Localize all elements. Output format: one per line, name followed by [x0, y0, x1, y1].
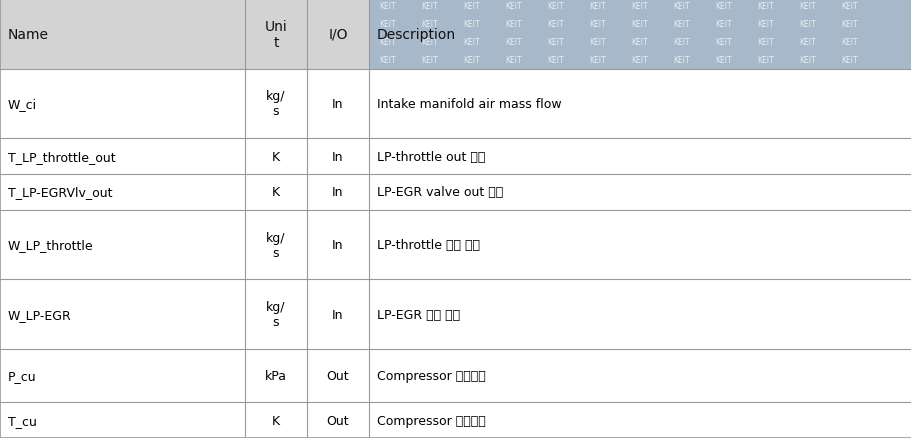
Text: W_LP-EGR: W_LP-EGR — [8, 308, 72, 321]
Text: KEIT: KEIT — [547, 56, 563, 64]
Bar — [0, 349, 911, 403]
Text: LP-throttle out 온도: LP-throttle out 온도 — [376, 150, 485, 163]
Text: KEIT: KEIT — [630, 56, 647, 64]
Text: kg/
s: kg/ s — [266, 90, 285, 118]
Text: KEIT: KEIT — [547, 2, 563, 11]
Text: Compressor 전단압력: Compressor 전단압력 — [376, 369, 486, 382]
Text: T_cu: T_cu — [8, 413, 36, 427]
Text: KEIT: KEIT — [421, 20, 437, 28]
Text: KEIT: KEIT — [463, 38, 479, 46]
Text: KEIT: KEIT — [756, 38, 773, 46]
Text: KEIT: KEIT — [798, 2, 814, 11]
Text: KEIT: KEIT — [505, 2, 521, 11]
Text: KEIT: KEIT — [379, 2, 395, 11]
Text: KEIT: KEIT — [714, 56, 731, 64]
Text: KEIT: KEIT — [505, 20, 521, 28]
Text: KEIT: KEIT — [630, 2, 647, 11]
Text: KEIT: KEIT — [714, 38, 731, 46]
Text: T_LP-EGRVlv_out: T_LP-EGRVlv_out — [8, 186, 112, 199]
Text: KEIT: KEIT — [756, 20, 773, 28]
Text: KEIT: KEIT — [672, 2, 689, 11]
Text: KEIT: KEIT — [505, 56, 521, 64]
Text: KEIT: KEIT — [463, 2, 479, 11]
Text: KEIT: KEIT — [840, 2, 856, 11]
Text: W_LP_throttle: W_LP_throttle — [8, 239, 94, 251]
Text: Out: Out — [326, 369, 349, 382]
Text: Description: Description — [376, 28, 456, 42]
Bar — [0, 210, 911, 280]
Text: In: In — [332, 186, 343, 199]
Text: KEIT: KEIT — [672, 20, 689, 28]
Bar — [0, 70, 911, 139]
Text: KEIT: KEIT — [547, 38, 563, 46]
Text: K: K — [271, 413, 280, 427]
Text: KEIT: KEIT — [756, 2, 773, 11]
Bar — [0, 280, 911, 349]
Text: T_LP_throttle_out: T_LP_throttle_out — [8, 150, 116, 163]
Text: LP-EGR valve out 온도: LP-EGR valve out 온도 — [376, 186, 503, 199]
Text: KEIT: KEIT — [589, 56, 605, 64]
Text: K: K — [271, 150, 280, 163]
Text: KEIT: KEIT — [421, 56, 437, 64]
Text: KEIT: KEIT — [672, 38, 689, 46]
Text: KEIT: KEIT — [756, 56, 773, 64]
Text: KEIT: KEIT — [840, 38, 856, 46]
Text: Uni
t: Uni t — [264, 20, 287, 50]
Bar — [0, 139, 911, 175]
Bar — [369, 0, 911, 70]
Text: In: In — [332, 308, 343, 321]
Text: KEIT: KEIT — [630, 20, 647, 28]
Text: KEIT: KEIT — [379, 20, 395, 28]
Text: Compressor 전단온도: Compressor 전단온도 — [376, 413, 486, 427]
Text: KEIT: KEIT — [421, 38, 437, 46]
Text: kg/
s: kg/ s — [266, 231, 285, 259]
Text: P_cu: P_cu — [8, 369, 36, 382]
Text: Out: Out — [326, 413, 349, 427]
Text: LP-EGR 통과 유량: LP-EGR 통과 유량 — [376, 308, 460, 321]
Text: KEIT: KEIT — [463, 56, 479, 64]
Text: W_ci: W_ci — [8, 98, 37, 111]
Text: KEIT: KEIT — [672, 56, 689, 64]
Text: KEIT: KEIT — [714, 20, 731, 28]
Text: kPa: kPa — [265, 369, 287, 382]
Text: KEIT: KEIT — [840, 56, 856, 64]
Text: KEIT: KEIT — [714, 2, 731, 11]
Text: In: In — [332, 239, 343, 251]
Text: Intake manifold air mass flow: Intake manifold air mass flow — [376, 98, 561, 111]
Text: KEIT: KEIT — [630, 38, 647, 46]
Text: In: In — [332, 98, 343, 111]
Text: LP-throttle 통과 유량: LP-throttle 통과 유량 — [376, 239, 479, 251]
Text: KEIT: KEIT — [798, 20, 814, 28]
Text: K: K — [271, 186, 280, 199]
Text: KEIT: KEIT — [798, 38, 814, 46]
Text: KEIT: KEIT — [421, 2, 437, 11]
Text: KEIT: KEIT — [589, 38, 605, 46]
Text: KEIT: KEIT — [379, 38, 395, 46]
Text: KEIT: KEIT — [505, 38, 521, 46]
Text: Name: Name — [8, 28, 49, 42]
Bar — [0, 175, 911, 210]
Bar — [0, 403, 911, 438]
Text: KEIT: KEIT — [547, 20, 563, 28]
Text: In: In — [332, 150, 343, 163]
Text: KEIT: KEIT — [840, 20, 856, 28]
Text: KEIT: KEIT — [589, 2, 605, 11]
Text: KEIT: KEIT — [798, 56, 814, 64]
Text: kg/
s: kg/ s — [266, 300, 285, 328]
Text: KEIT: KEIT — [589, 20, 605, 28]
Bar — [0, 0, 911, 70]
Text: KEIT: KEIT — [463, 20, 479, 28]
Text: KEIT: KEIT — [379, 56, 395, 64]
Text: I/O: I/O — [328, 28, 347, 42]
